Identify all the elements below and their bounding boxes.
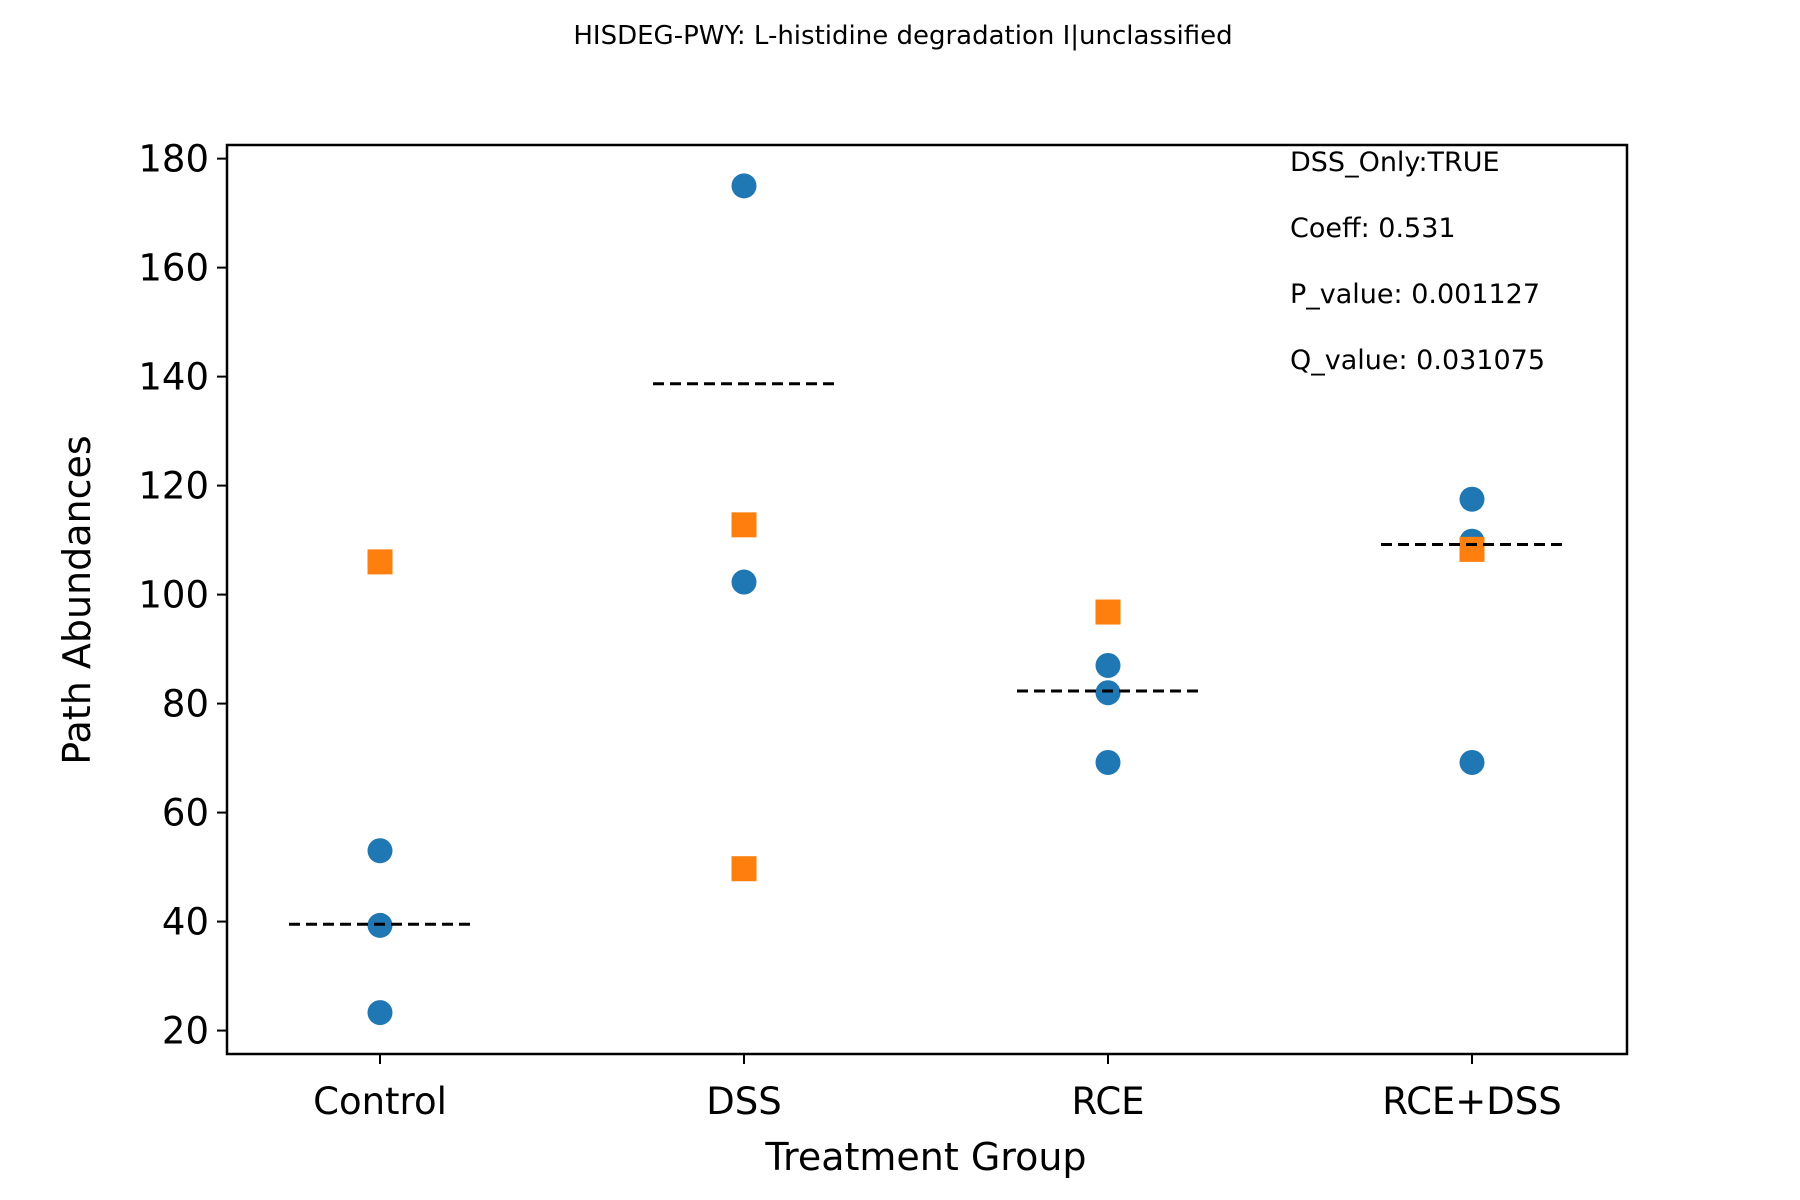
data-point-circle <box>1095 749 1121 775</box>
x-tick-label: Control <box>313 1080 447 1123</box>
stats-annotations: DSS_Only:TRUE Coeff: 0.531 P_value: 0.0011… <box>1290 147 1545 376</box>
plot-frame <box>225 143 1629 1056</box>
data-point-circle <box>367 1000 393 1026</box>
data-point-circle <box>1095 652 1121 678</box>
plot-marks <box>289 173 1563 1026</box>
x-tick-label: RCE <box>1071 1080 1144 1123</box>
y-tick-label: 140 <box>138 356 209 399</box>
y-tick-label: 40 <box>162 901 209 944</box>
y-tick-label: 180 <box>138 138 209 181</box>
data-point-square <box>367 549 393 575</box>
y-tick-label: 100 <box>138 574 209 617</box>
data-point-circle <box>731 173 757 199</box>
data-point-square <box>731 856 757 882</box>
y-tick-label: 60 <box>162 792 209 835</box>
data-point-circle <box>1459 749 1485 775</box>
x-axis-label: Treatment Group <box>764 1135 1086 1179</box>
stat-annotation: Coeff: 0.531 <box>1290 213 1456 244</box>
data-point-circle <box>1459 486 1485 512</box>
data-point-circle <box>731 569 757 595</box>
y-tick-label: 160 <box>138 247 209 290</box>
stat-annotation: P_value: 0.001127 <box>1290 279 1540 310</box>
data-point-circle <box>1095 680 1121 706</box>
data-point-square <box>1459 536 1485 562</box>
x-axis: Control DSS RCE RCE+DSS <box>313 1054 1562 1123</box>
y-tick-label: 20 <box>162 1010 209 1053</box>
y-axis-label: Path Abundances <box>55 435 99 764</box>
x-tick-label: DSS <box>706 1080 781 1123</box>
y-axis: 20 40 60 80 100 120 140 160 180 <box>138 138 227 1053</box>
chart-title: HISDEG-PWY: L-histidine degradation I|un… <box>573 21 1232 51</box>
x-tick-label: RCE+DSS <box>1382 1080 1562 1123</box>
data-point-square <box>731 512 757 538</box>
y-tick-label: 120 <box>138 465 209 508</box>
data-point-square <box>1095 599 1121 625</box>
stat-annotation: Q_value: 0.031075 <box>1290 345 1545 376</box>
stat-annotation: DSS_Only:TRUE <box>1290 147 1500 178</box>
y-tick-label: 80 <box>162 683 209 726</box>
data-point-circle <box>367 838 393 864</box>
